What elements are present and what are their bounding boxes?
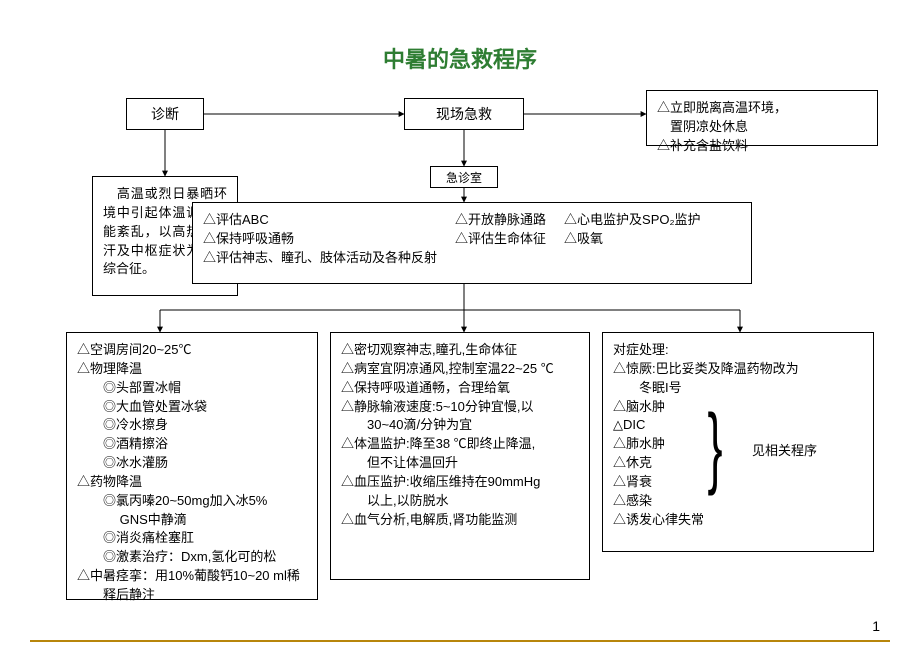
list-item: △休克 xyxy=(613,454,863,473)
list-item: ◎消炎痛栓塞肛 xyxy=(77,529,307,548)
list-item: △吸氧 xyxy=(564,230,701,249)
treatment-left-box: △空调房间20~25℃△物理降温 ◎头部置冰帽 ◎大血管处置冰袋 ◎冷水擦身 ◎… xyxy=(66,332,318,600)
list-item: 对症处理: xyxy=(613,341,863,360)
evaluation-box: △评估ABC△保持呼吸通畅△评估神志、瞳孔、肢体活动及各种反射 △开放静脉通路△评… xyxy=(192,202,752,284)
immediate-actions-box: △立即脱离高温环境， 置阴凉处休息△补充含盐饮料 xyxy=(646,90,878,146)
list-item: △DIC xyxy=(613,416,863,435)
list-item: △评估ABC xyxy=(203,211,437,230)
node-er-room-label: 急诊室 xyxy=(446,169,482,186)
footer-rule xyxy=(30,640,890,642)
list-item: △空调房间20~25℃ xyxy=(77,341,307,360)
list-item: △血气分析,电解质,肾功能监测 xyxy=(341,511,579,530)
list-item: 置阴凉处休息 xyxy=(657,118,867,137)
list-item: 以上,以防脱水 xyxy=(341,492,579,511)
list-item: △保持呼吸通畅 xyxy=(203,230,437,249)
list-item: △诱发心律失常 xyxy=(613,511,863,530)
list-item: △脑水肿 xyxy=(613,398,863,417)
list-item: △物理降温 xyxy=(77,360,307,379)
list-item: △中暑痉挛：用10%葡酸钙10~20 ml稀 xyxy=(77,567,307,586)
list-item: △肺水肿 xyxy=(613,435,863,454)
list-item: △评估生命体征 xyxy=(455,230,546,249)
list-item: △开放静脉通路 xyxy=(455,211,546,230)
list-item: △密切观察神志,瞳孔,生命体征 xyxy=(341,341,579,360)
flowchart-canvas: 中暑的急救程序 诊断 现场急救 急诊室 高温或烈日暴晒环境中引起体温调节功能紊乱… xyxy=(0,0,920,652)
treatment-mid-box: △密切观察神志,瞳孔,生命体征△病室宜阴凉通风,控制室温22~25 ℃△保持呼吸… xyxy=(330,332,590,580)
list-item: △血压监护:收缩压维持在90mmHg xyxy=(341,473,579,492)
list-item: ◎冷水擦身 xyxy=(77,416,307,435)
list-item: △药物降温 xyxy=(77,473,307,492)
list-item: 但不让体温回升 xyxy=(341,454,579,473)
brace-icon: } xyxy=(708,402,723,492)
page-title: 中暑的急救程序 xyxy=(0,42,920,74)
list-item: △静脉输液速度:5~10分钟宜慢,以 xyxy=(341,398,579,417)
list-item: △惊厥:巴比妥类及降温药物改为 xyxy=(613,360,863,379)
list-item: ◎氯丙嗪20~50mg加入冰5% xyxy=(77,492,307,511)
list-item: ◎激素治疗：Dxm,氢化可的松 xyxy=(77,548,307,567)
list-item: 释后静注 xyxy=(77,586,307,605)
list-item: 冬眠I号 xyxy=(613,379,863,398)
list-item: GNS中静滴 xyxy=(77,511,307,530)
list-item: ◎冰水灌肠 xyxy=(77,454,307,473)
list-item: △保持呼吸道通畅，合理给氧 xyxy=(341,379,579,398)
node-diagnosis: 诊断 xyxy=(126,98,204,130)
node-scene: 现场急救 xyxy=(404,98,524,130)
list-item: △肾衰 xyxy=(613,473,863,492)
brace-label: 见相关程序 xyxy=(752,440,817,459)
list-item: △评估神志、瞳孔、肢体活动及各种反射 xyxy=(203,249,437,268)
list-item: △体温监护:降至38 ℃即终止降温, xyxy=(341,435,579,454)
list-item: ◎酒精擦浴 xyxy=(77,435,307,454)
page-number: 1 xyxy=(872,618,880,634)
node-scene-label: 现场急救 xyxy=(436,104,492,124)
list-item: △补充含盐饮料 xyxy=(657,137,867,156)
treatment-right-box: 对症处理:△惊厥:巴比妥类及降温药物改为 冬眠I号△脑水肿△DIC△肺水肿△休克… xyxy=(602,332,874,552)
list-item: ◎大血管处置冰袋 xyxy=(77,398,307,417)
list-item: ◎头部置冰帽 xyxy=(77,379,307,398)
list-item: △立即脱离高温环境， xyxy=(657,99,867,118)
list-item: △病室宜阴凉通风,控制室温22~25 ℃ xyxy=(341,360,579,379)
node-diagnosis-label: 诊断 xyxy=(151,104,179,124)
list-item: 30~40滴/分钟为宜 xyxy=(341,416,579,435)
node-er-room: 急诊室 xyxy=(430,166,498,188)
list-item: △心电监护及SPO₂监护 xyxy=(564,211,701,230)
list-item: △感染 xyxy=(613,492,863,511)
